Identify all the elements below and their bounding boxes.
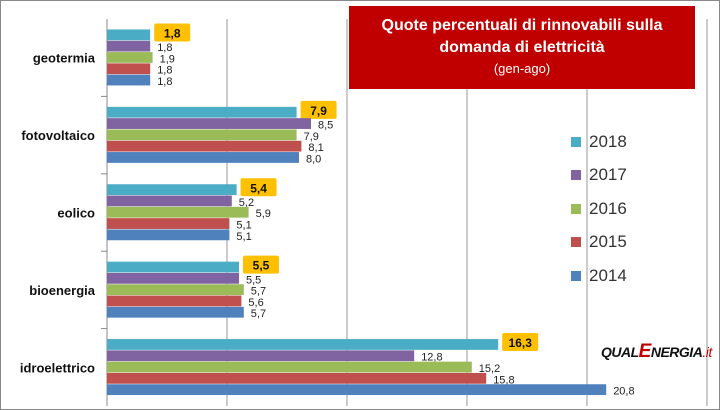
legend-item-2018: 2018 xyxy=(571,125,627,159)
data-label: 20,8 xyxy=(613,386,634,398)
bar-2014-geotermia xyxy=(107,74,151,86)
data-label: 16,3 xyxy=(509,336,533,350)
data-label: 7,9 xyxy=(304,131,319,143)
qualenergia-logo: QUALENERGIA.it xyxy=(601,341,712,362)
bar-2015-geotermia xyxy=(107,63,151,75)
data-label: 1,8 xyxy=(164,26,181,40)
legend-label: 2015 xyxy=(589,232,627,252)
legend-label: 2016 xyxy=(589,198,627,218)
data-label: 5,7 xyxy=(251,286,266,298)
bar-2016-geotermia xyxy=(107,52,153,63)
data-label: 1,8 xyxy=(157,42,172,54)
bar-2017-eolico xyxy=(107,195,232,207)
chart-title-box: Quote percentuali di rinnovabili sulla d… xyxy=(349,6,695,89)
bar-2018-eolico xyxy=(107,184,237,196)
bar-2018-bioenergia xyxy=(107,261,239,273)
legend-label: 2018 xyxy=(589,131,627,151)
bar-2015-idroelettrico xyxy=(107,372,487,384)
bar-2016-bioenergia xyxy=(107,284,244,296)
data-label: 15,2 xyxy=(479,363,500,375)
bar-2018-geotermia xyxy=(107,29,151,41)
bar-2018-idroelettrico xyxy=(107,339,499,350)
bar-2018-fotovoltaico xyxy=(107,106,297,118)
bar-2015-bioenergia xyxy=(107,295,242,307)
bar-2017-geotermia xyxy=(107,40,151,52)
data-label: 5,9 xyxy=(256,208,271,220)
data-label: 5,1 xyxy=(236,231,251,243)
data-label: 7,9 xyxy=(310,104,327,118)
bar-2015-fotovoltaico xyxy=(107,140,302,152)
bar-2017-bioenergia xyxy=(107,272,239,284)
data-label: 8,1 xyxy=(308,142,323,154)
bar-2014-eolico xyxy=(107,229,230,241)
legend-swatch xyxy=(571,203,581,214)
bar-2014-fotovoltaico xyxy=(107,152,299,163)
chart-subtitle: (gen-ago) xyxy=(493,61,551,76)
legend-item-2016: 2016 xyxy=(571,192,627,226)
bar-2017-fotovoltaico xyxy=(107,118,311,129)
highlight-label-box xyxy=(502,333,539,352)
legend: 2018 2017 2016 2015 2014 xyxy=(571,125,627,293)
legend-swatch xyxy=(571,170,581,181)
data-label: 1,9 xyxy=(160,53,175,65)
highlight-label-box xyxy=(154,23,191,42)
bar-2016-fotovoltaico xyxy=(107,129,297,141)
bar-2017-idroelettrico xyxy=(107,350,415,362)
data-label: 5,5 xyxy=(246,274,261,286)
data-label: 5,4 xyxy=(250,181,267,195)
category-label: idroelettrico xyxy=(20,360,95,375)
data-label: 5,7 xyxy=(251,308,266,320)
data-label: 5,2 xyxy=(239,197,254,209)
data-label: 8,5 xyxy=(318,119,333,131)
bar-2014-idroelettrico xyxy=(107,384,607,396)
highlight-label-box xyxy=(300,100,337,119)
data-label: 5,1 xyxy=(236,219,251,231)
legend-item-2017: 2017 xyxy=(571,159,627,193)
highlight-label-box xyxy=(240,178,277,197)
data-label: 12,8 xyxy=(421,352,442,364)
data-label: 5,5 xyxy=(253,259,270,273)
data-label: 5,6 xyxy=(248,297,263,309)
data-label: 1,8 xyxy=(157,76,172,88)
category-label: eolico xyxy=(57,206,95,221)
category-label: bioenergia xyxy=(29,283,96,298)
legend-swatch xyxy=(571,136,581,147)
data-label: 1,8 xyxy=(157,65,172,77)
data-label: 8,0 xyxy=(306,153,321,165)
category-label: fotovoltaico xyxy=(21,128,95,143)
bar-2014-bioenergia xyxy=(107,306,244,318)
bar-2015-eolico xyxy=(107,218,230,229)
legend-item-2014: 2014 xyxy=(571,259,627,293)
legend-swatch xyxy=(571,237,581,248)
legend-label: 2017 xyxy=(589,165,627,185)
category-label: geotermia xyxy=(33,51,96,66)
bar-2016-idroelettrico xyxy=(107,361,472,373)
legend-label: 2014 xyxy=(589,265,627,285)
bar-2016-eolico xyxy=(107,206,249,218)
highlight-label-box xyxy=(243,255,279,274)
legend-swatch xyxy=(571,270,581,281)
legend-item-2015: 2015 xyxy=(571,226,627,260)
chart-title: Quote percentuali di rinnovabili sulla d… xyxy=(381,17,663,56)
data-label: 15,8 xyxy=(493,374,514,386)
